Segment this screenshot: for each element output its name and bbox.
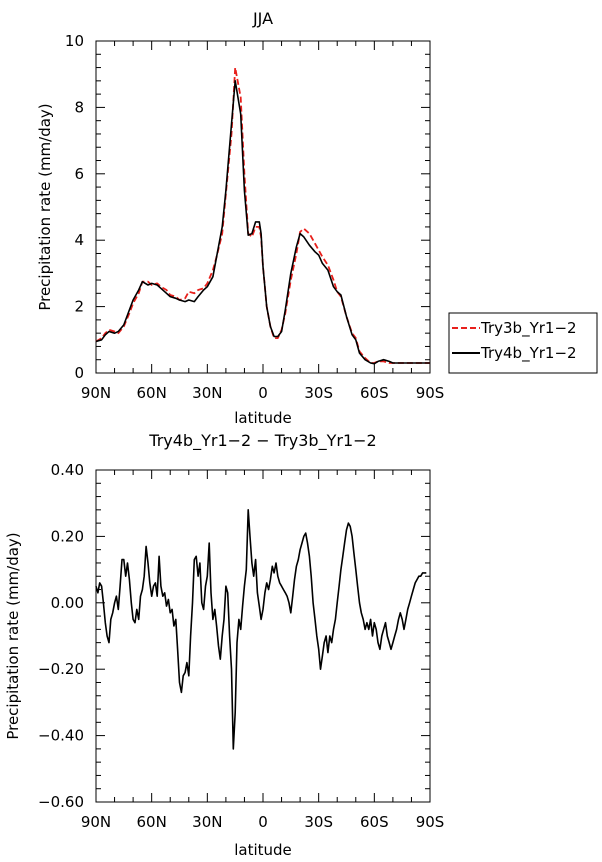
y-tick-label: 0.40 xyxy=(51,461,84,479)
y-tick-label: −0.40 xyxy=(38,727,84,745)
y-tick-label: 0.20 xyxy=(51,527,84,545)
panel-bottom: Try4b_Yr1−2 − Try3b_Yr1−2 90N 60N 30N 0 30S 6… xyxy=(4,431,444,859)
legend-box xyxy=(448,312,598,374)
chart-title-bottom: Try4b_Yr1−2 − Try3b_Yr1−2 xyxy=(148,431,376,451)
series-line-dashed xyxy=(95,66,430,364)
x-tick-label: 90S xyxy=(416,813,445,831)
x-tick-label: 60N xyxy=(137,384,167,402)
y-axis-top: 0 2 4 6 8 10 xyxy=(65,32,430,382)
x-tick-label: 60S xyxy=(360,813,389,831)
x-tick-label: 30N xyxy=(192,813,222,831)
plot-frame-top xyxy=(95,40,431,374)
series-line-solid xyxy=(95,80,430,365)
y-tick-label: −0.20 xyxy=(38,660,84,678)
x-axis-top: 90N 60N 30N 0 30S 60S 90S xyxy=(81,41,444,402)
y-axis-bottom: −0.60 −0.40 −0.20 0.00 0.20 0.40 xyxy=(38,461,430,811)
plot-frame-bottom xyxy=(95,469,431,803)
y-tick-label: 6 xyxy=(74,165,84,183)
series-line-solid xyxy=(95,508,427,750)
y-tick-label: 0.00 xyxy=(51,594,84,612)
y-axis-label-bottom: Precipitation rate (mm/day) xyxy=(4,532,22,739)
x-axis-label-top: latitude xyxy=(234,409,292,427)
x-tick-label: 0 xyxy=(258,384,268,402)
panel-top: JJA 90N 60N 30N 0 30S 60S 90S 0 2 4 6 8 10 latitude… xyxy=(36,9,444,427)
x-tick-label: 0 xyxy=(258,813,268,831)
y-axis-label-top: Precipitation rate (mm/day) xyxy=(36,103,54,310)
x-tick-label: 30S xyxy=(304,384,333,402)
series-group-top xyxy=(95,66,430,365)
y-tick-label: 2 xyxy=(74,298,84,316)
x-tick-label: 90N xyxy=(81,384,111,402)
series-group-bottom xyxy=(95,508,427,750)
x-tick-label: 90N xyxy=(81,813,111,831)
legend: Try3b_Yr1−2 Try4b_Yr1−2 xyxy=(448,312,598,374)
y-tick-label: 8 xyxy=(74,98,84,116)
y-tick-label: −0.60 xyxy=(38,793,84,811)
legend-label-solid: Try4b_Yr1−2 xyxy=(480,344,577,363)
x-tick-label: 30N xyxy=(192,384,222,402)
x-tick-label: 30S xyxy=(304,813,333,831)
x-axis-label-bottom: latitude xyxy=(234,841,292,859)
x-tick-label: 90S xyxy=(416,384,445,402)
y-tick-label: 0 xyxy=(74,364,84,382)
x-axis-bottom: 90N 60N 30N 0 30S 60S 90S xyxy=(81,470,444,831)
y-tick-label: 4 xyxy=(74,231,84,249)
x-tick-label: 60S xyxy=(360,384,389,402)
x-tick-label: 60N xyxy=(137,813,167,831)
legend-label-dashed: Try3b_Yr1−2 xyxy=(480,319,577,338)
chart-title-top: JJA xyxy=(252,9,273,28)
y-tick-label: 10 xyxy=(65,32,84,50)
